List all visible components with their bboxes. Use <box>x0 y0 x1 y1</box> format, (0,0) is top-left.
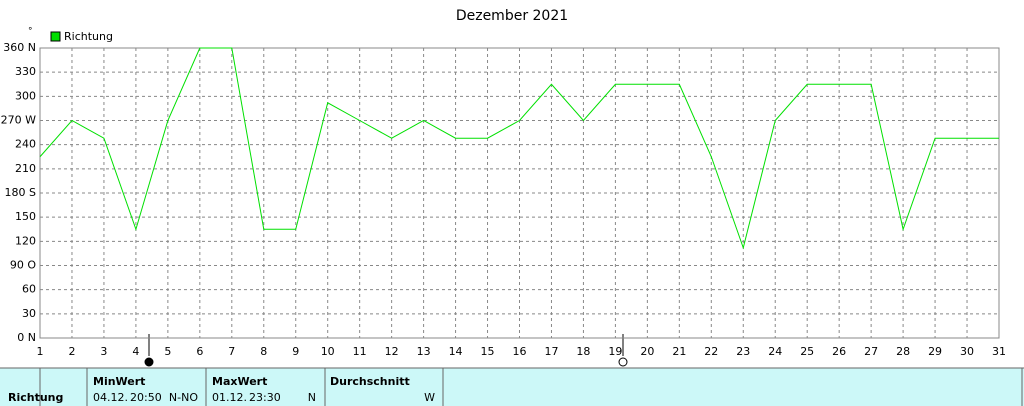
y-tick-label: 300 <box>15 89 36 102</box>
y-tick-label: 360 N <box>3 41 36 54</box>
plot-frame <box>39 47 1000 339</box>
col-header: MaxWert <box>212 375 267 388</box>
x-tick-label: 28 <box>896 345 910 358</box>
x-tick-label: 23 <box>736 345 750 358</box>
x-tick-label: 5 <box>164 345 171 358</box>
y-tick-label: 30 <box>22 307 36 320</box>
y-tick-label: 330 <box>15 65 36 78</box>
x-tick-label: 26 <box>832 345 846 358</box>
y-tick-label: 240 <box>15 138 36 151</box>
x-tick-label: 18 <box>576 345 590 358</box>
y-tick-label: 90 O <box>10 259 36 272</box>
table-bg <box>0 368 1024 406</box>
x-tick-label: 13 <box>417 345 431 358</box>
data-line <box>39 47 999 250</box>
x-tick-label: 1 <box>37 345 44 358</box>
legend-swatch <box>50 31 61 42</box>
x-tick-label: 11 <box>353 345 367 358</box>
full-moon <box>618 357 628 367</box>
x-tick-label: 17 <box>544 345 558 358</box>
x-tick-label: 24 <box>768 345 782 358</box>
x-tick-label: 27 <box>864 345 878 358</box>
y-tick-label: 0 N <box>17 331 36 344</box>
cell-direction: W <box>424 391 435 404</box>
x-tick-label: 19 <box>608 345 622 358</box>
x-tick-label: 12 <box>385 345 399 358</box>
cell-date: 04.12. <box>93 391 128 404</box>
legend-label: Richtung <box>64 30 113 43</box>
new-moon <box>144 357 154 367</box>
col-header: Durchschnitt <box>330 375 410 388</box>
y-tick-label: 60 <box>22 283 36 296</box>
y-tick-label: 270 W <box>1 114 36 127</box>
x-tick-label: 15 <box>481 345 495 358</box>
x-tick-label: 29 <box>928 345 942 358</box>
cell-direction: N <box>308 391 316 404</box>
x-tick-label: 9 <box>292 345 299 358</box>
x-tick-label: 3 <box>100 345 107 358</box>
cell-time: 23:30 <box>249 391 281 404</box>
cell-direction: N-NO <box>169 391 198 404</box>
x-tick-label: 30 <box>960 345 974 358</box>
x-tick-label: 25 <box>800 345 814 358</box>
x-tick-label: 4 <box>132 345 139 358</box>
x-tick-label: 21 <box>672 345 686 358</box>
row-label: Richtung <box>8 391 63 404</box>
x-tick-label: 8 <box>260 345 267 358</box>
x-tick-label: 20 <box>640 345 654 358</box>
cell-date: 01.12. <box>212 391 247 404</box>
y-tick-label: 120 <box>15 234 36 247</box>
cell-time: 20:50 <box>130 391 162 404</box>
y-tick-label: 210 <box>15 162 36 175</box>
col-header: MinWert <box>93 375 145 388</box>
x-tick-label: 16 <box>513 345 527 358</box>
y-unit: ° <box>28 27 33 37</box>
x-tick-label: 6 <box>196 345 203 358</box>
x-tick-label: 2 <box>68 345 75 358</box>
x-tick-label: 14 <box>449 345 463 358</box>
y-tick-label: 180 S <box>5 186 36 199</box>
chart-title: Dezember 2021 <box>456 8 568 24</box>
y-tick-label: 150 <box>15 210 36 223</box>
x-tick-label: 31 <box>992 345 1006 358</box>
x-tick-label: 22 <box>704 345 718 358</box>
x-tick-label: 7 <box>228 345 235 358</box>
x-tick-label: 10 <box>321 345 335 358</box>
